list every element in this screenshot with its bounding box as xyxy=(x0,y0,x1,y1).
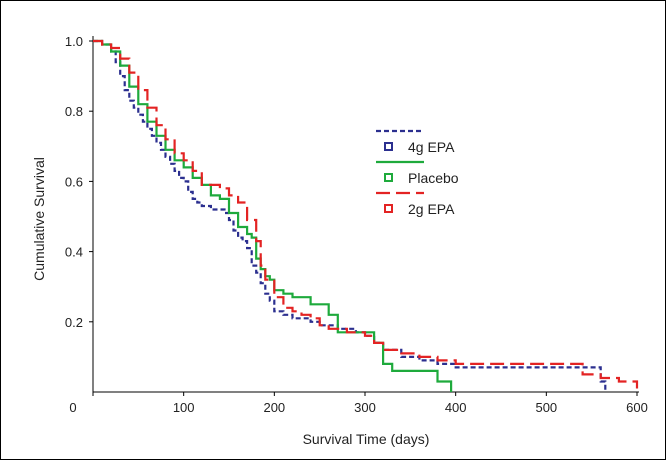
series-line-2g-epa xyxy=(93,39,639,389)
x-axis-title: Survival Time (days) xyxy=(303,431,430,447)
series-line-placebo xyxy=(93,39,453,392)
series-line-4g-epa xyxy=(93,39,607,392)
y-axis-title: Cumulative Survival xyxy=(31,157,47,281)
legend-label-2g-epa: 2g EPA xyxy=(408,201,455,217)
legend-marker-2g-epa xyxy=(384,204,393,213)
x-tick-label: 500 xyxy=(535,400,557,415)
legend: 4g EPA Placebo 2g EPA xyxy=(376,129,459,217)
x-tick-label: 100 xyxy=(173,400,195,415)
legend-marker-placebo xyxy=(384,173,393,182)
x-tick-label: 0 xyxy=(69,400,76,415)
series-layer xyxy=(93,39,639,392)
legend-marker-4g-epa xyxy=(384,142,393,151)
legend-label-4g-epa: 4g EPA xyxy=(408,139,455,155)
y-tick-label: 0.8 xyxy=(65,104,83,119)
x-tick-label: 600 xyxy=(626,400,648,415)
y-tick-label: 1.0 xyxy=(65,34,83,49)
legend-label-placebo: Placebo xyxy=(408,170,459,186)
axes: 0 100 200 300 400 500 600 0.2 0.4 0.6 0.8 1.0 xyxy=(65,34,648,415)
y-tick-label: 0.2 xyxy=(65,315,83,330)
x-tick-label: 300 xyxy=(354,400,376,415)
y-tick-label: 0.4 xyxy=(65,245,83,260)
y-tick-label: 0.6 xyxy=(65,174,83,189)
x-tick-label: 200 xyxy=(263,400,285,415)
x-tick-label: 400 xyxy=(445,400,467,415)
